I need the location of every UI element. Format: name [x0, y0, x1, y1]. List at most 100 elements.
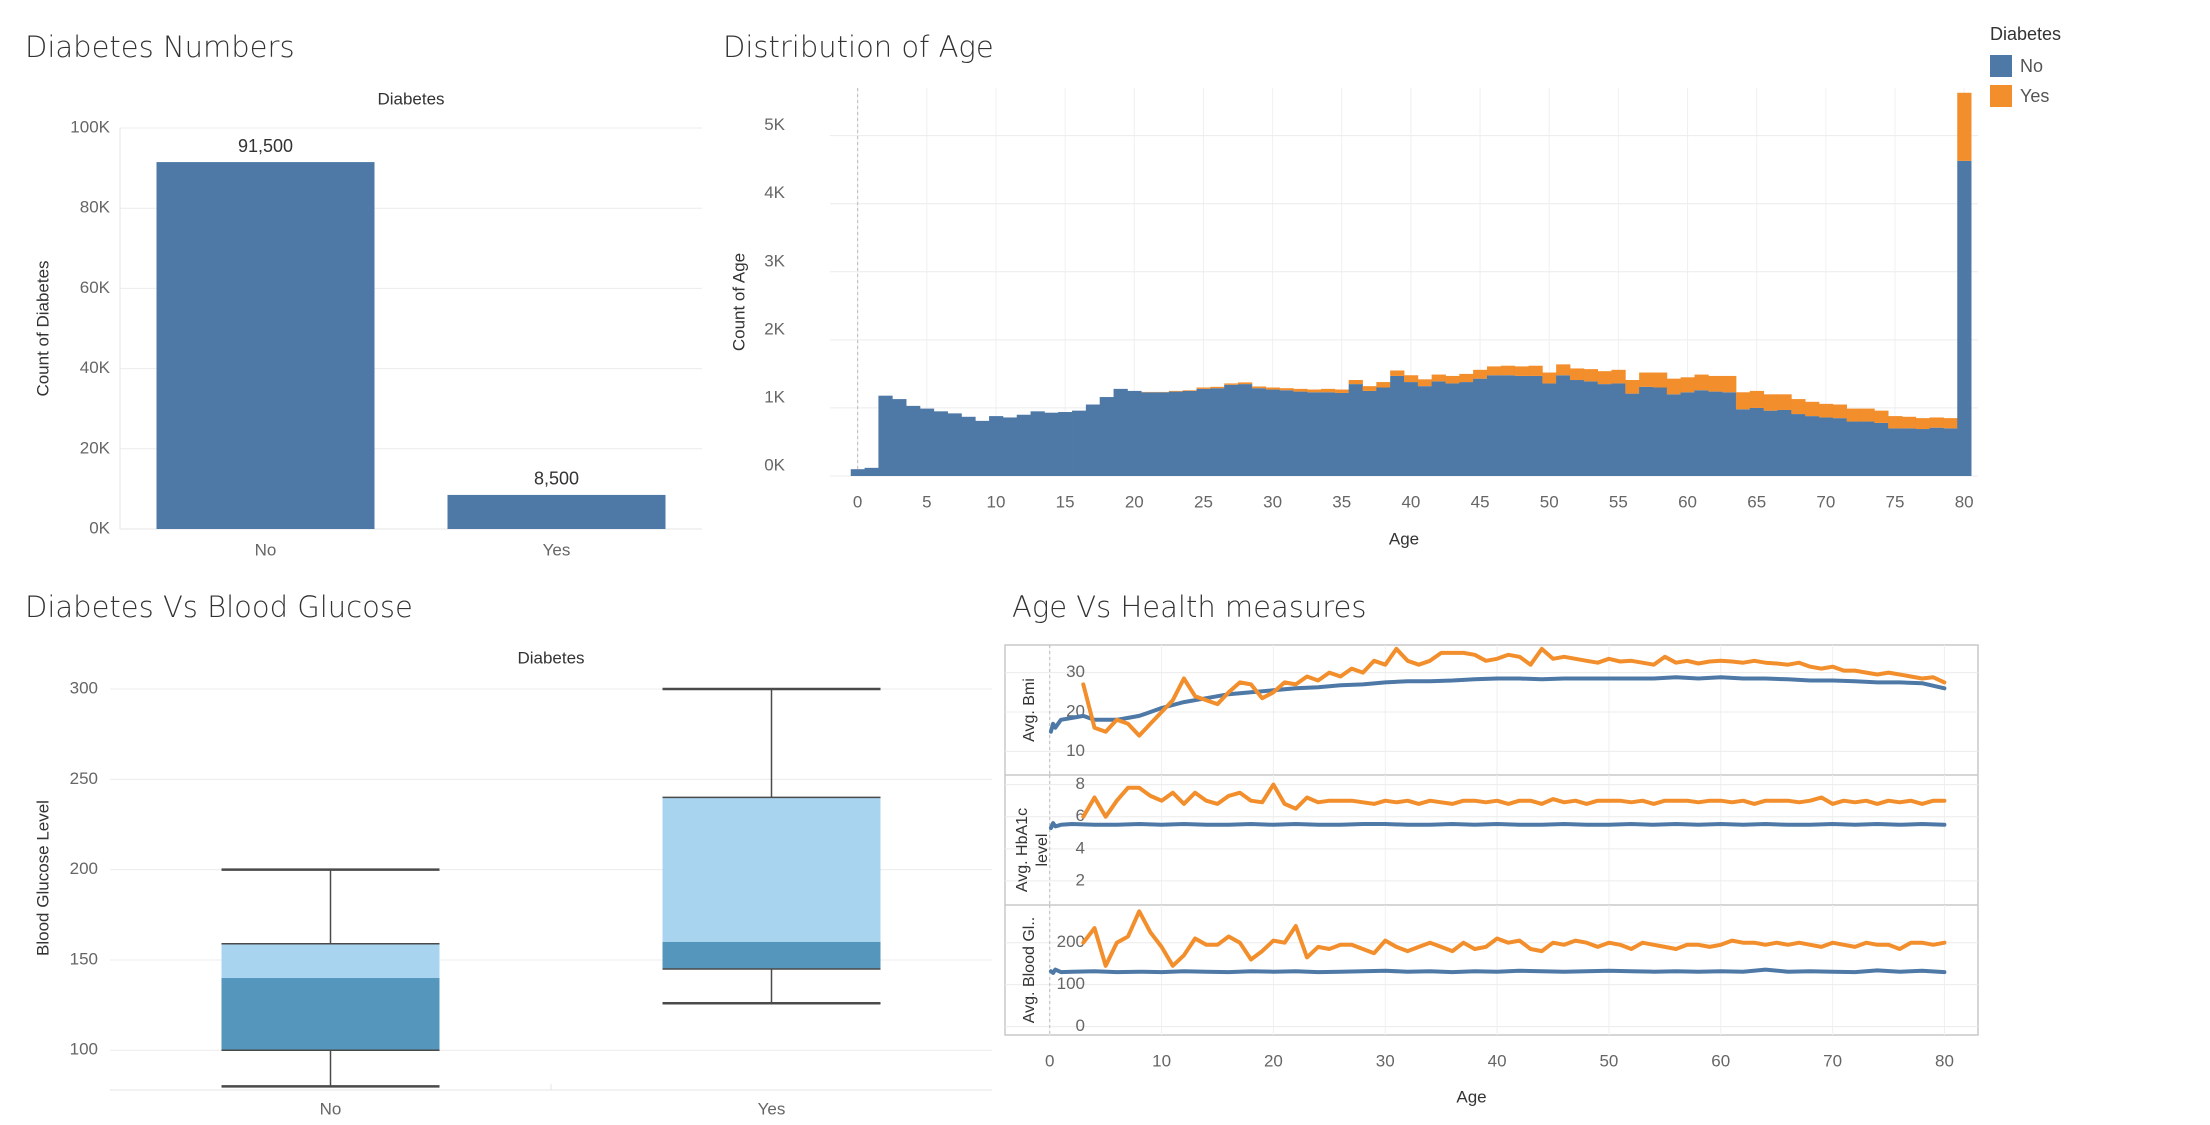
age-bar-yes: [1874, 410, 1889, 423]
age-bar-no: [1528, 375, 1543, 476]
x-tick-label: 10: [1152, 1051, 1171, 1070]
legend-label-yes: Yes: [2020, 85, 2050, 106]
age-bar-yes: [1708, 375, 1723, 392]
box-upper-yes: [662, 797, 881, 942]
y-tick-label: 30: [1066, 662, 1085, 681]
legend-title: Diabetes: [1990, 24, 2062, 44]
x-tick-label: 65: [1747, 492, 1766, 511]
bar-chart-header: Diabetes: [377, 89, 444, 108]
x-axis-label: Age: [1389, 529, 1419, 548]
age-bar-yes: [1279, 388, 1294, 391]
health-line-yes: [1081, 782, 1947, 819]
x-tick-label: 0: [1045, 1051, 1054, 1070]
age-bar-yes: [1542, 372, 1557, 384]
x-tick-label: 5: [922, 492, 931, 511]
y-tick-label: 60K: [80, 278, 111, 297]
age-bar-no: [1542, 383, 1557, 476]
x-tick-label: 45: [1471, 492, 1490, 511]
age-bar-no: [1569, 380, 1585, 476]
age-bar-yes: [1915, 418, 1930, 430]
age-bar-no: [850, 469, 865, 476]
age-bar-no: [1957, 160, 1972, 476]
age-bar-no: [1486, 375, 1502, 476]
age-bar-no: [1155, 392, 1170, 476]
age-bar-no: [1072, 410, 1087, 476]
bar-no: [156, 162, 375, 529]
age-bar-no: [1030, 411, 1045, 476]
x-tick-label: 80: [1955, 492, 1974, 511]
age-bar-no: [1417, 386, 1433, 476]
y-tick-label: 5K: [764, 115, 785, 134]
x-tick-label: Yes: [758, 1099, 786, 1118]
age-bar-yes: [1404, 375, 1419, 383]
bar-yes: [447, 494, 666, 529]
age-bar-yes: [1832, 404, 1848, 419]
age-bar-no: [975, 420, 990, 476]
panel-y-label: Avg. HbA1c level: [1014, 808, 1051, 892]
age-bar-yes: [1639, 372, 1654, 387]
age-bar-yes: [1680, 377, 1695, 393]
y-tick-label: 8: [1076, 774, 1085, 793]
age-bar-no: [1307, 392, 1322, 476]
age-bar-yes: [1860, 408, 1875, 422]
age-bar-no: [1293, 391, 1308, 476]
age-bar-yes: [1901, 416, 1917, 429]
bar-value-label: 8,500: [534, 469, 579, 489]
age-bar-yes: [1417, 379, 1433, 387]
age-bar-yes: [1348, 380, 1363, 385]
age-bar-yes: [1376, 382, 1391, 388]
age-bar-yes: [1514, 366, 1529, 376]
age-bar-no: [1500, 375, 1516, 476]
age-bar-yes: [1846, 408, 1861, 422]
panel-y-label: Avg. Bmi: [1021, 678, 1038, 742]
age-bar-no: [1238, 384, 1253, 476]
age-bar-no: [1611, 383, 1626, 476]
age-bar-no: [1099, 397, 1114, 476]
age-bar-yes: [1666, 378, 1682, 395]
age-bar-no: [989, 416, 1004, 476]
age-bar-yes: [1957, 92, 1972, 161]
y-tick-label: 0K: [764, 455, 785, 474]
age-bar-no: [1708, 391, 1723, 476]
x-tick-label: 50: [1540, 492, 1559, 511]
diabetes-vs-glucose-title: Diabetes Vs Blood Glucose: [25, 590, 413, 624]
x-tick-label: 60: [1711, 1051, 1730, 1070]
age-bar-no: [1846, 421, 1861, 476]
x-tick-label: No: [255, 540, 277, 559]
bar-value-label: 91,500: [238, 136, 293, 156]
diabetes-legend[interactable]: Diabetes No Yes: [1990, 24, 2061, 111]
x-tick-label: 40: [1488, 1051, 1507, 1070]
age-bar-no: [1666, 394, 1682, 476]
age-bar-yes: [1597, 371, 1612, 385]
box-lower-no: [221, 978, 440, 1051]
age-bar-no: [1016, 414, 1031, 476]
legend-item-yes[interactable]: Yes: [1990, 81, 2061, 111]
age-bar-yes: [1694, 374, 1709, 391]
age-bar-no: [1805, 416, 1820, 476]
age-bar-yes: [1196, 387, 1211, 389]
age-bar-yes: [1735, 392, 1751, 410]
age-bar-no: [947, 413, 962, 476]
age-bar-yes: [1210, 386, 1225, 389]
x-tick-label: No: [320, 1099, 342, 1118]
age-bar-no: [1749, 407, 1765, 476]
age-bar-no: [1182, 390, 1197, 476]
y-tick-label: 10: [1066, 741, 1085, 760]
x-tick-label: 20: [1125, 492, 1144, 511]
age-bar-no: [1514, 375, 1529, 476]
age-bar-no: [1196, 388, 1211, 476]
age-bar-no: [892, 399, 907, 476]
age-bar-no: [961, 416, 976, 476]
legend-item-no[interactable]: No: [1990, 51, 2061, 81]
x-tick-label: 80: [1935, 1051, 1954, 1070]
x-tick-label: 10: [987, 492, 1006, 511]
age-bar-yes: [1556, 364, 1571, 376]
y-tick-label: 250: [70, 769, 98, 788]
y-tick-label: 100: [70, 1040, 98, 1059]
age-bar-no: [1777, 409, 1792, 476]
age-bar-no: [1265, 389, 1280, 476]
health-line-yes: [1081, 909, 1947, 968]
age-bar-yes: [1777, 394, 1792, 410]
age-bar-no: [1251, 388, 1267, 476]
